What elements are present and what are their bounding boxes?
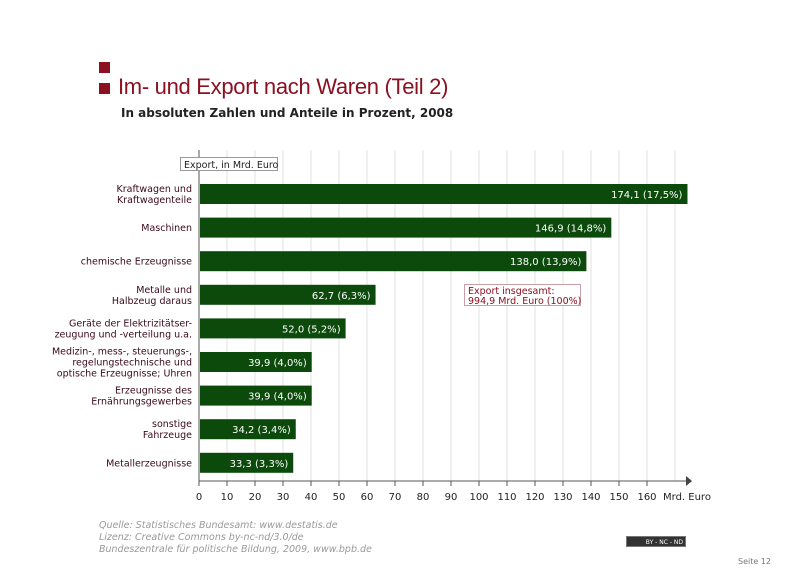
category-label: Metallerzeugnisse: [106, 458, 192, 469]
total-annotation-text: Export insgesamt:: [468, 286, 555, 297]
x-tick-label: 10: [221, 492, 234, 503]
x-tick-label: 30: [277, 492, 290, 503]
category-label: Ernährungsgewerbes: [91, 397, 192, 408]
x-tick-label: 150: [609, 492, 628, 503]
bar: [200, 452, 294, 473]
category-label: Fahrzeuge: [143, 430, 192, 441]
x-tick-label: 20: [249, 492, 262, 503]
total-annotation-box: [464, 284, 581, 306]
x-tick-label: 120: [525, 492, 544, 503]
page-title: Im- und Export nach Waren (Teil 2): [118, 74, 449, 99]
bar-value-label: 39,9 (4,0%): [248, 358, 307, 369]
series-label-box: [180, 157, 278, 171]
category-label: Halbzeug daraus: [112, 296, 192, 307]
x-tick-label: 40: [305, 492, 318, 503]
category-label: Kraftwagen und: [117, 184, 192, 195]
cc-license-badge[interactable]: BY - NC - ND: [626, 536, 686, 547]
x-tick-label: 60: [361, 492, 374, 503]
bar-value-label: 62,7 (6,3%): [312, 291, 371, 302]
x-tick-label: 0: [196, 492, 202, 503]
bar-value-label: 33,3 (3,3%): [230, 459, 289, 470]
total-annotation-text: 994,9 Mrd. Euro (100%): [468, 296, 581, 307]
license-text: Lizenz: Creative Commons by-nc-nd/3.0/de: [99, 532, 304, 543]
series-label: Export, in Mrd. Euro: [184, 160, 279, 171]
category-label: zeugung und -verteilung u.a.: [55, 329, 192, 340]
bar: [200, 318, 346, 339]
bar: [200, 385, 312, 406]
x-tick-label: 110: [497, 492, 516, 503]
x-axis-arrow-icon: [686, 476, 692, 486]
category-label: Medizin-, mess-, steuerungs-,: [52, 347, 192, 358]
x-tick-label: 140: [581, 492, 600, 503]
x-tick-label: 50: [333, 492, 346, 503]
decor-square: [99, 83, 110, 94]
bar: [200, 352, 312, 372]
category-label: chemische Erzeugnisse: [81, 257, 192, 268]
page-number: Seite 12: [738, 557, 772, 566]
category-label: Metalle und: [136, 285, 192, 296]
x-axis-unit: Mrd. Euro: [663, 492, 711, 503]
x-tick-label: 70: [389, 492, 402, 503]
x-tick-label: 160: [637, 492, 656, 503]
bar: [200, 419, 296, 440]
category-label: Geräte der Elektrizitätser-: [69, 318, 192, 329]
source-text: Quelle: Statistisches Bundesamt: www.des…: [99, 520, 338, 531]
bar-value-label: 52,0 (5,2%): [282, 324, 341, 335]
bar-value-label: 138,0 (13,9%): [510, 257, 581, 268]
x-tick-label: 100: [469, 492, 488, 503]
page-subtitle: In absoluten Zahlen und Anteile in Proze…: [121, 106, 454, 120]
category-label: sonstige: [152, 419, 192, 430]
bar-value-label: 39,9 (4,0%): [248, 392, 307, 403]
bar: [200, 184, 688, 204]
category-label: Kraftwagenteile: [117, 195, 192, 206]
x-tick-label: 90: [445, 492, 458, 503]
bar: [200, 251, 587, 272]
bar-value-label: 174,1 (17,5%): [611, 190, 682, 201]
bar: [200, 217, 612, 238]
bar-value-label: 34,2 (3,4%): [232, 425, 291, 436]
category-label: regelungstechnische und: [72, 358, 192, 369]
category-label: Maschinen: [141, 223, 192, 234]
x-tick-label: 80: [417, 492, 430, 503]
bar: [200, 284, 376, 305]
x-tick-label: 130: [553, 492, 572, 503]
decor-square: [99, 62, 110, 73]
category-label: Erzeugnisse des: [115, 386, 192, 397]
bar-value-label: 146,9 (14,8%): [535, 224, 606, 235]
publisher-text: Bundeszentrale für politische Bildung, 2…: [99, 544, 372, 555]
category-label: optische Erzeugnisse; Uhren: [57, 369, 192, 380]
